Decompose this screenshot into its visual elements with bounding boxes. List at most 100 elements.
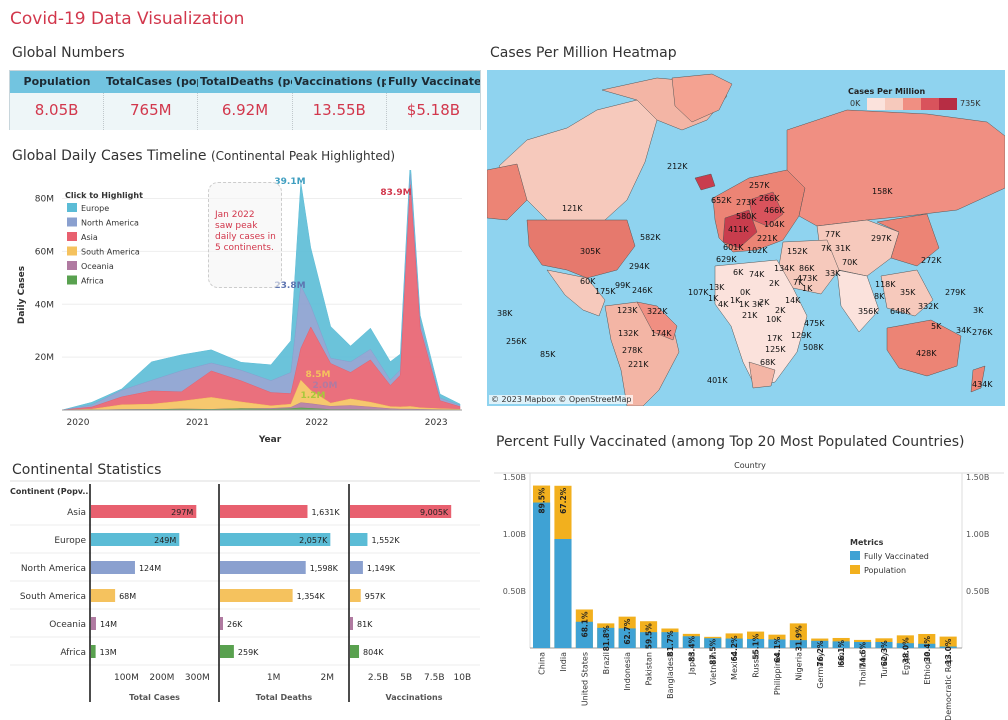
legend-item-south-america[interactable]: South America: [67, 246, 140, 257]
vaccinated-bar[interactable]: [725, 638, 743, 648]
map-value-label: 4K: [718, 300, 729, 309]
vaccinated-bar[interactable]: [661, 632, 679, 648]
cont-bar[interactable]: [350, 561, 363, 574]
country-label: Nigeria: [794, 652, 803, 681]
cont-bar[interactable]: [350, 645, 360, 658]
vaccinated-bar[interactable]: [618, 628, 636, 648]
global-header-2: TotalDeaths (po..: [200, 75, 292, 88]
map-value-label: 652K: [711, 196, 732, 205]
percent-label: 38.0%: [901, 637, 910, 664]
cont-bar[interactable]: [91, 533, 180, 546]
cases-heatmap-map[interactable]: 212K 158K 121K 652K 257K 266K 273K 466K 580K 411K…: [487, 70, 1005, 406]
vaccinated-bar[interactable]: [640, 632, 658, 648]
legend-item-europe[interactable]: Europe: [67, 203, 109, 213]
map-value-label: 297K: [871, 234, 892, 243]
global-value-4[interactable]: $5.18B: [406, 101, 461, 119]
vaccinated-bar[interactable]: [918, 643, 936, 648]
metrics-legend-item[interactable]: Population: [850, 565, 906, 575]
map-value-label: 257K: [749, 181, 770, 190]
legend-item-oceania[interactable]: Oceania: [67, 261, 114, 271]
legend-label: North America: [81, 219, 139, 228]
country-label: Indonesia: [623, 652, 632, 691]
map-value-label: 276K: [972, 328, 993, 337]
country-label: India: [559, 652, 568, 672]
global-value-0[interactable]: 8.05B: [10, 93, 105, 130]
map-credit: © 2023 Mapbox © OpenStreetMap: [489, 395, 634, 404]
vaccinated-bar[interactable]: [597, 627, 615, 648]
global-header-1: TotalCases (pop..: [106, 75, 198, 88]
cont-bar-label: 14M: [100, 620, 117, 629]
country-label: Japan: [687, 652, 696, 675]
country-label: Russia: [752, 652, 761, 678]
map-value-label: 152K: [787, 247, 808, 256]
vaccinated-bar[interactable]: [832, 641, 850, 648]
vaccinated-bar[interactable]: [682, 636, 700, 648]
map-value-label: 272K: [921, 256, 942, 265]
global-value-3[interactable]: 13.55B: [293, 93, 387, 130]
legend-item-north-america[interactable]: North America: [67, 217, 139, 228]
cont-bar[interactable]: [220, 617, 223, 630]
timeline-title-suffix: (Continental Peak Highlighted): [210, 149, 395, 163]
country-label: Germany: [816, 652, 825, 689]
cont-bar[interactable]: [350, 617, 353, 630]
country-label: Brazil: [602, 652, 611, 674]
map-value-label: 648K: [890, 307, 911, 316]
cont-bar[interactable]: [350, 589, 361, 602]
vaccinated-chart[interactable]: Country 0.50B 0.50B 1.00B 1.00B 1.50B 1.50B 89.…: [490, 455, 1008, 720]
map-value-label: 3K: [973, 306, 984, 315]
vaccinated-bar[interactable]: [875, 641, 893, 648]
metrics-legend-item[interactable]: Fully Vaccinated: [850, 551, 929, 561]
map-value-label: 411K: [728, 225, 749, 234]
map-value-label: 13K: [709, 283, 725, 292]
cont-bar-label: 9,005K: [420, 508, 449, 517]
map-value-label: 3K: [752, 300, 763, 309]
cont-bar[interactable]: [91, 617, 96, 630]
timeline-chart[interactable]: 20M 40M 60M 80M 2020 2021 2022 2023 Year Daily Ca…: [0, 170, 480, 450]
cont-bar[interactable]: [91, 645, 96, 658]
cont-bar[interactable]: [91, 505, 197, 518]
legend-label: Africa: [81, 277, 104, 286]
global-value-2[interactable]: 6.92M: [198, 93, 293, 130]
vaccinated-bar[interactable]: [811, 640, 829, 648]
vaccinated-bar[interactable]: [704, 638, 722, 648]
vaccinated-bar[interactable]: [789, 640, 807, 648]
heatmap-title: Cases Per Million Heatmap: [490, 45, 677, 61]
vaccinated-bar[interactable]: [747, 638, 765, 648]
annotation-line: Jan 2022: [215, 210, 255, 220]
cont-bar[interactable]: [220, 561, 306, 574]
heatmap-legend-title: Cases Per Million: [848, 87, 926, 96]
global-value-1[interactable]: 765M: [104, 93, 199, 130]
legend-item-africa[interactable]: Africa: [67, 275, 104, 286]
cont-bar[interactable]: [220, 505, 308, 518]
cont-bar[interactable]: [350, 533, 368, 546]
map-value-label: 278K: [622, 346, 643, 355]
map-value-label: 294K: [629, 262, 650, 271]
continental-chart[interactable]: Continent (Popv.. Asia Europe North America…: [0, 480, 485, 720]
vaccinated-bar[interactable]: [896, 643, 914, 648]
cont-bar[interactable]: [91, 589, 116, 602]
population-bar[interactable]: [939, 636, 957, 648]
cont-bar[interactable]: [91, 561, 135, 574]
cont-bar[interactable]: [220, 533, 331, 546]
heatmap-legend-max: 735K: [960, 99, 981, 108]
cont-bar[interactable]: [350, 505, 452, 518]
legend-item-asia[interactable]: Asia: [67, 232, 98, 242]
vaccinated-bar[interactable]: [854, 641, 872, 648]
map-value-label: 273K: [736, 198, 757, 207]
peak-label: 83.9M: [380, 188, 411, 198]
map-value-label: 212K: [667, 162, 688, 171]
vaccinated-bar[interactable]: [575, 621, 593, 648]
percent-label: 87.5%: [709, 638, 718, 665]
y-tick-label-right: 0.50B: [966, 587, 989, 596]
legend-label: Oceania: [81, 262, 114, 271]
vaccinated-bar[interactable]: [554, 539, 572, 648]
vaccinated-bar[interactable]: [939, 646, 957, 648]
cont-bar[interactable]: [220, 589, 293, 602]
vaccinated-bar[interactable]: [768, 639, 786, 648]
cont-bar[interactable]: [220, 645, 234, 658]
vaccinated-bar[interactable]: [533, 502, 551, 648]
y-tick-label: 60M: [35, 247, 54, 257]
map-value-label: 473K: [797, 274, 818, 283]
country-label: Bangladesh: [666, 652, 675, 699]
map-value-label: 466K: [764, 206, 785, 215]
